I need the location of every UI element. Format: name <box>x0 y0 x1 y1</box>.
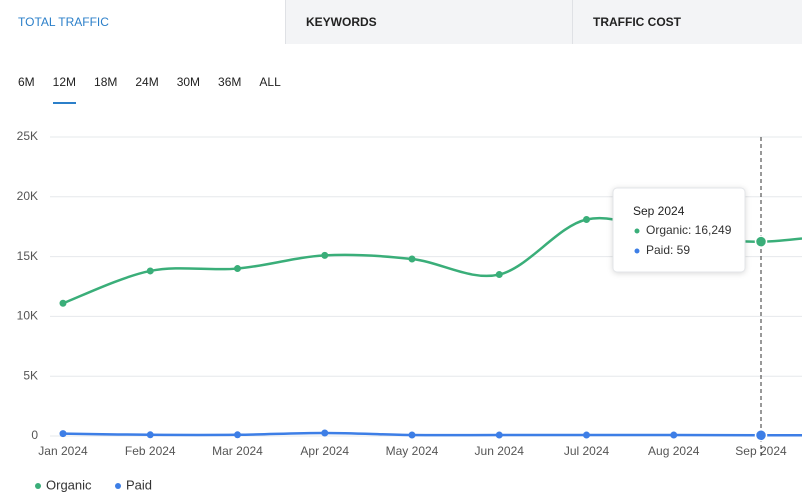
tab[interactable]: TRAFFIC COST <box>572 0 802 44</box>
tooltip-row: Organic: 16,249 <box>646 223 732 237</box>
tooltip-dot <box>634 248 640 254</box>
range-button[interactable]: 18M <box>94 75 118 89</box>
data-point <box>670 431 678 439</box>
range-button[interactable]: 12M <box>52 74 77 104</box>
y-tick-label: 20K <box>17 189 38 203</box>
tooltip-dot <box>634 228 640 234</box>
data-point <box>234 431 241 439</box>
legend-dot <box>115 483 121 489</box>
series-line <box>62 431 802 437</box>
data-point <box>495 431 503 439</box>
x-tick-label: Apr 2024 <box>300 444 349 458</box>
x-tick-label: Mar 2024 <box>212 444 263 458</box>
range-button[interactable]: 6M <box>18 75 35 89</box>
data-point <box>59 430 67 438</box>
range-button[interactable]: 30M <box>176 75 201 89</box>
legend-label: Paid <box>126 477 152 492</box>
x-tick-label: Aug 2024 <box>648 444 700 458</box>
legend-dot <box>35 483 41 489</box>
tooltip-title: Sep 2024 <box>633 204 685 218</box>
tab[interactable]: KEYWORDS <box>285 0 572 44</box>
data-point <box>146 267 154 275</box>
tab[interactable]: TOTAL TRAFFIC <box>0 0 285 44</box>
data-point <box>146 431 154 439</box>
data-point <box>583 431 590 439</box>
data-point <box>495 271 503 279</box>
range-button[interactable]: 24M <box>135 75 159 89</box>
x-tick-label: Jul 2024 <box>564 444 610 458</box>
tooltip: Sep 2024 Organic: 16,249 Paid: 59 <box>612 187 746 273</box>
data-point <box>321 251 329 259</box>
tooltip-row: Paid: 59 <box>646 243 690 257</box>
y-tick-label: 15K <box>17 249 38 263</box>
y-tick-label: 5K <box>23 368 38 382</box>
y-tick-label: 25K <box>17 129 38 143</box>
x-tick-label: Feb 2024 <box>125 444 176 458</box>
range-bar: 6M 12M 18M 24M 30M 36M ALL <box>18 74 299 104</box>
data-point <box>754 429 768 442</box>
data-point <box>321 429 329 437</box>
data-point <box>754 235 768 248</box>
y-tick-label: 0 <box>31 428 38 442</box>
range-button[interactable]: 36M <box>218 75 242 89</box>
x-tick-label: May 2024 <box>386 444 439 458</box>
range-button[interactable]: ALL <box>259 75 281 89</box>
legend-label: Organic <box>46 477 92 492</box>
data-point <box>583 216 590 224</box>
data-point <box>234 265 241 273</box>
data-point <box>408 431 416 439</box>
data-point <box>59 299 67 307</box>
x-tick-label: Sep 2024 <box>735 444 787 458</box>
x-tick-label: Jan 2024 <box>38 444 88 458</box>
data-point <box>408 255 416 263</box>
x-tick-label: Jun 2024 <box>475 444 525 458</box>
tab-bar: TOTAL TRAFFIC KEYWORDS TRAFFIC COST <box>0 0 802 44</box>
y-tick-label: 10K <box>17 309 38 323</box>
